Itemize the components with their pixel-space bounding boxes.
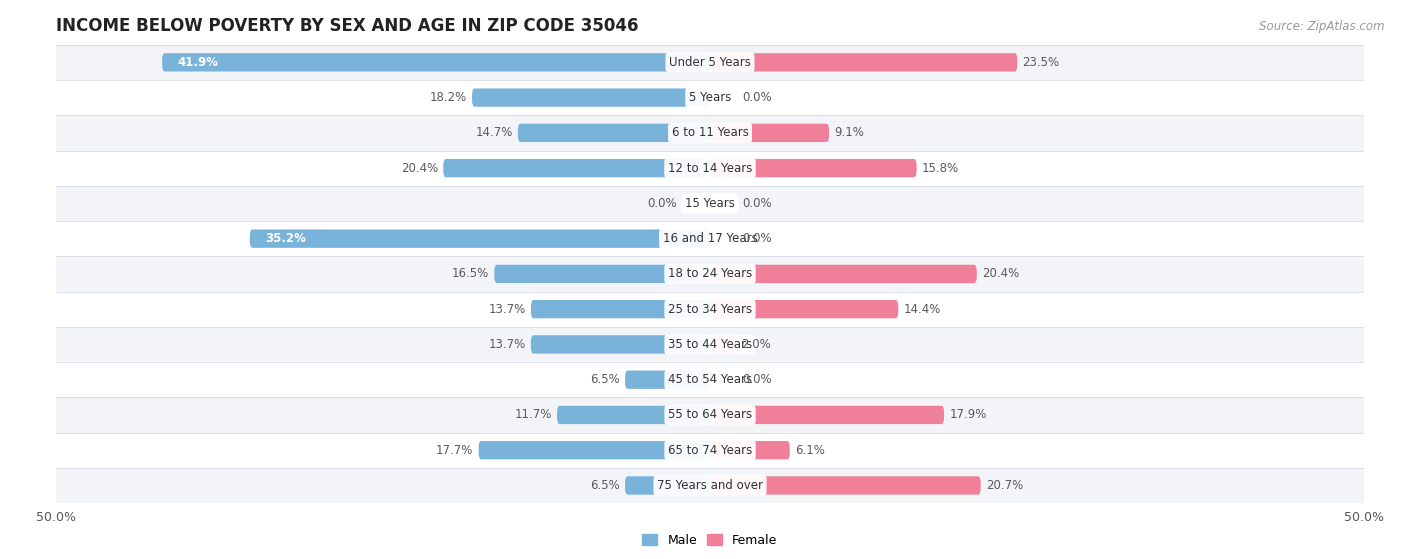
- Bar: [56, 468, 1364, 503]
- Text: 45 to 54 Years: 45 to 54 Years: [668, 373, 752, 386]
- Text: 0.0%: 0.0%: [742, 197, 772, 210]
- Text: Source: ZipAtlas.com: Source: ZipAtlas.com: [1260, 20, 1385, 32]
- Text: 6.5%: 6.5%: [591, 479, 620, 492]
- Text: 35.2%: 35.2%: [266, 232, 307, 245]
- FancyBboxPatch shape: [710, 335, 737, 354]
- Bar: [56, 433, 1364, 468]
- Text: INCOME BELOW POVERTY BY SEX AND AGE IN ZIP CODE 35046: INCOME BELOW POVERTY BY SEX AND AGE IN Z…: [56, 17, 638, 35]
- Text: 55 to 64 Years: 55 to 64 Years: [668, 409, 752, 421]
- FancyBboxPatch shape: [517, 124, 710, 142]
- Text: 18 to 24 Years: 18 to 24 Years: [668, 267, 752, 281]
- FancyBboxPatch shape: [710, 441, 790, 459]
- Text: 15.8%: 15.8%: [922, 162, 959, 174]
- FancyBboxPatch shape: [710, 124, 830, 142]
- FancyBboxPatch shape: [710, 406, 943, 424]
- Text: 5 Years: 5 Years: [689, 91, 731, 104]
- Bar: [56, 115, 1364, 150]
- Bar: [56, 221, 1364, 256]
- FancyBboxPatch shape: [495, 265, 710, 283]
- FancyBboxPatch shape: [478, 441, 710, 459]
- Text: 12 to 14 Years: 12 to 14 Years: [668, 162, 752, 174]
- Text: 14.7%: 14.7%: [475, 126, 513, 139]
- Text: 11.7%: 11.7%: [515, 409, 551, 421]
- Text: 20.4%: 20.4%: [981, 267, 1019, 281]
- Bar: [56, 45, 1364, 80]
- Legend: Male, Female: Male, Female: [637, 529, 783, 552]
- Text: 65 to 74 Years: 65 to 74 Years: [668, 444, 752, 457]
- Text: 23.5%: 23.5%: [1022, 56, 1060, 69]
- Text: 14.4%: 14.4%: [904, 302, 941, 316]
- Text: 41.9%: 41.9%: [177, 56, 219, 69]
- Text: 18.2%: 18.2%: [430, 91, 467, 104]
- Text: 2.0%: 2.0%: [741, 338, 770, 351]
- Text: 6.1%: 6.1%: [794, 444, 825, 457]
- Text: 13.7%: 13.7%: [488, 338, 526, 351]
- FancyBboxPatch shape: [557, 406, 710, 424]
- Text: 0.0%: 0.0%: [648, 197, 678, 210]
- FancyBboxPatch shape: [710, 300, 898, 318]
- FancyBboxPatch shape: [626, 476, 710, 495]
- FancyBboxPatch shape: [531, 300, 710, 318]
- Bar: [56, 186, 1364, 221]
- Text: 0.0%: 0.0%: [742, 91, 772, 104]
- Text: 6.5%: 6.5%: [591, 373, 620, 386]
- FancyBboxPatch shape: [531, 335, 710, 354]
- Text: 16.5%: 16.5%: [451, 267, 489, 281]
- FancyBboxPatch shape: [710, 53, 1018, 72]
- FancyBboxPatch shape: [443, 159, 710, 177]
- Text: 6 to 11 Years: 6 to 11 Years: [672, 126, 748, 139]
- Text: 20.4%: 20.4%: [401, 162, 439, 174]
- FancyBboxPatch shape: [710, 159, 917, 177]
- Text: 13.7%: 13.7%: [488, 302, 526, 316]
- Bar: [56, 80, 1364, 115]
- Text: 75 Years and over: 75 Years and over: [657, 479, 763, 492]
- Text: 9.1%: 9.1%: [834, 126, 865, 139]
- FancyBboxPatch shape: [710, 265, 977, 283]
- Text: Under 5 Years: Under 5 Years: [669, 56, 751, 69]
- Bar: [56, 327, 1364, 362]
- Text: 0.0%: 0.0%: [742, 232, 772, 245]
- Bar: [56, 292, 1364, 327]
- Text: 17.7%: 17.7%: [436, 444, 474, 457]
- Bar: [56, 150, 1364, 186]
- Text: 15 Years: 15 Years: [685, 197, 735, 210]
- Bar: [56, 256, 1364, 292]
- FancyBboxPatch shape: [626, 371, 710, 389]
- Text: 17.9%: 17.9%: [949, 409, 987, 421]
- FancyBboxPatch shape: [250, 230, 710, 248]
- Text: 0.0%: 0.0%: [742, 373, 772, 386]
- Bar: [56, 397, 1364, 433]
- FancyBboxPatch shape: [710, 476, 981, 495]
- Text: 35 to 44 Years: 35 to 44 Years: [668, 338, 752, 351]
- Text: 16 and 17 Years: 16 and 17 Years: [662, 232, 758, 245]
- Text: 20.7%: 20.7%: [986, 479, 1024, 492]
- FancyBboxPatch shape: [472, 88, 710, 107]
- Text: 25 to 34 Years: 25 to 34 Years: [668, 302, 752, 316]
- FancyBboxPatch shape: [162, 53, 710, 72]
- Bar: [56, 362, 1364, 397]
